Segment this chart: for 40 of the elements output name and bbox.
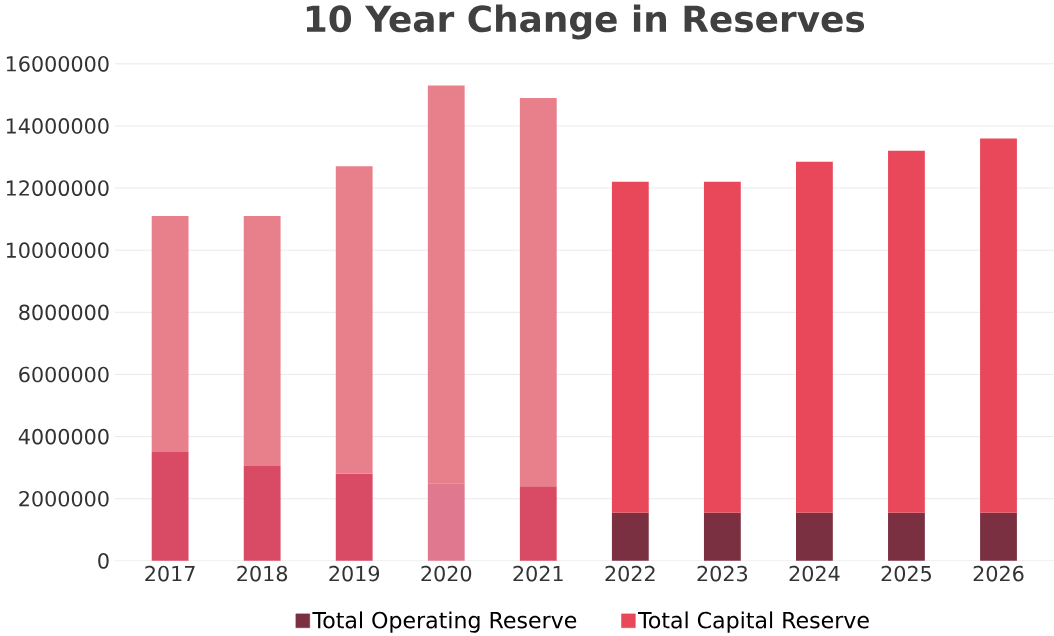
legend-label: Total Operating Reserve: [312, 611, 577, 633]
y-tick-label: 6000000: [19, 366, 109, 383]
bar: [796, 161, 833, 513]
bar: [519, 486, 557, 561]
y-tick-label: 12000000: [6, 180, 109, 197]
y-tick-label: 8000000: [19, 304, 109, 321]
y-tick-label: 16000000: [6, 56, 109, 72]
y-tick-label: 4000000: [18, 428, 109, 445]
bar: [335, 473, 373, 561]
x-tick-label: 2021: [513, 565, 563, 582]
bar: [243, 216, 281, 467]
bar: [611, 512, 649, 561]
chart-title: 10 Year Change in Reserves: [306, 4, 865, 40]
x-tick-label: 2018: [237, 565, 288, 582]
y-tick-label: 14000000: [6, 118, 109, 134]
bar: [888, 150, 925, 513]
bar: [151, 216, 189, 453]
y-tick-label: 0: [98, 553, 109, 569]
x-tick-label: 2024: [789, 565, 840, 582]
x-tick-label: 2025: [881, 565, 931, 582]
legend-label: Total Capital Reserve: [638, 611, 869, 633]
x-tick-label: 2026: [973, 565, 1024, 582]
bar: [703, 512, 741, 561]
x-tick-label: 2019: [329, 565, 380, 582]
bar: [243, 466, 281, 561]
bar: [888, 512, 925, 561]
bar: [980, 512, 1017, 561]
bar: [796, 512, 833, 561]
bar: [980, 138, 1017, 513]
x-tick-label: 2022: [605, 565, 655, 582]
bar: [703, 181, 741, 513]
x-tick-label: 2017: [145, 565, 195, 582]
x-tick-label: 2023: [697, 565, 748, 582]
bar: [519, 98, 557, 487]
y-tick-label: 10000000: [6, 242, 109, 259]
bar: [611, 181, 649, 513]
x-tick-label: 2020: [421, 565, 472, 582]
y-tick-label: 2000000: [19, 491, 109, 507]
bar: [335, 166, 373, 474]
bar: [151, 452, 189, 561]
